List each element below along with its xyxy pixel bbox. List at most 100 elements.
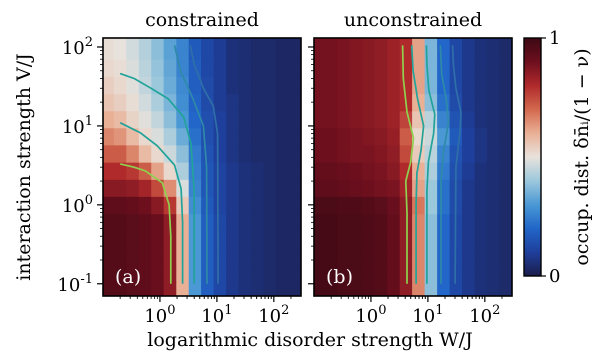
heatmap-cell (324, 265, 338, 283)
heatmap-cell (126, 38, 140, 60)
heatmap-cell (176, 179, 190, 197)
heatmap-cell (288, 179, 301, 197)
heatmap-cell (188, 76, 202, 95)
heatmap-cell (374, 38, 388, 60)
heatmap-cells-constrained (103, 38, 301, 296)
heatmap-cell (288, 93, 301, 112)
heatmap-cell (437, 93, 451, 112)
heatmap-cell (263, 38, 277, 60)
heatmap-cell (462, 38, 476, 60)
heatmap-cell (238, 59, 252, 77)
heatmap-cell (251, 162, 265, 180)
contour-line-3 (119, 72, 196, 284)
panel-label-b: (b) (326, 266, 353, 288)
x-tick-label: 102 (469, 303, 500, 327)
heatmap-cell (126, 282, 140, 296)
heatmap-cell (362, 144, 376, 163)
contour-line-1 (401, 45, 415, 284)
heatmap-cell (324, 196, 338, 215)
heatmap-cell (362, 247, 376, 266)
heatmap-cell (374, 196, 388, 215)
heatmap-cell (412, 213, 426, 232)
heatmap-cell (349, 196, 363, 215)
heatmap-cell (251, 127, 265, 146)
heatmap-cell (251, 110, 265, 129)
x-tick-label: 101 (412, 303, 443, 327)
heatmap-cell (374, 213, 388, 232)
heatmap-cell (314, 59, 326, 77)
heatmap-cell (412, 282, 426, 296)
heatmap-cell (362, 265, 376, 283)
heatmap-cell (374, 247, 388, 266)
heatmap-cell (486, 144, 500, 163)
contour-line-1 (119, 163, 172, 284)
heatmap-cell (226, 59, 240, 77)
heatmap-cell (324, 162, 338, 180)
heatmap-cell (113, 162, 127, 180)
heatmap-cell (337, 282, 351, 296)
heatmap-cell (138, 38, 152, 60)
heatmap-cell (288, 265, 301, 283)
heatmap-cell (474, 247, 488, 266)
heatmap-cell (314, 265, 326, 283)
heatmap-cell (486, 282, 500, 296)
heatmap-cell (126, 196, 140, 215)
heatmap-cell (486, 247, 500, 266)
heatmap-cell (251, 265, 265, 283)
heatmap-cell (238, 93, 252, 112)
heatmap-cell (275, 110, 289, 129)
heatmap-cell (263, 196, 277, 215)
heatmap-cell (412, 247, 426, 266)
heatmap-cell (151, 265, 165, 283)
heatmap-cell (251, 93, 265, 112)
heatmap-cell (238, 265, 252, 283)
heatmap-cell (462, 179, 476, 197)
heatmap-cell (213, 213, 227, 232)
heatmap-cell (349, 59, 363, 77)
heatmap-cell (314, 127, 326, 146)
heatmap-cell (437, 38, 451, 60)
x-axis-label: logarithmic disorder strength W/J (147, 329, 472, 351)
heatmap-cell (486, 213, 500, 232)
heatmap-cell (499, 144, 512, 163)
heatmap-cell (213, 144, 227, 163)
heatmap-cell (499, 265, 512, 283)
heatmap-cell (349, 93, 363, 112)
heatmap-cell (213, 127, 227, 146)
heatmap-cell (226, 282, 240, 296)
heatmap-cell (374, 110, 388, 129)
heatmap-cell (201, 93, 215, 112)
heatmap-cell (288, 127, 301, 146)
heatmap-cell (462, 213, 476, 232)
heatmap-cell (176, 144, 190, 163)
heatmap-cell (462, 196, 476, 215)
y-tick-label: 100 (62, 193, 93, 217)
heatmap-cell (163, 282, 177, 296)
heatmap-cell (151, 179, 165, 197)
heatmap-cell (126, 93, 140, 112)
heatmap-cell (387, 110, 401, 129)
heatmap-cell (424, 162, 438, 180)
heatmap-cell (288, 38, 301, 60)
heatmap-cell (201, 144, 215, 163)
heatmap-cell (462, 93, 476, 112)
heatmap-cell (163, 110, 177, 129)
heatmap-cell (424, 265, 438, 283)
heatmap-cell (437, 59, 451, 77)
heatmap-cell (176, 110, 190, 129)
heatmap-cell (362, 110, 376, 129)
heatmap-cell (151, 162, 165, 180)
colorbar-gradient (523, 37, 542, 277)
heatmap-cell (486, 127, 500, 146)
heatmap-cell (163, 38, 177, 60)
heatmap-cell (275, 59, 289, 77)
heatmap-cell (213, 76, 227, 95)
heatmap-cell (449, 38, 463, 60)
heatmap-cell (437, 213, 451, 232)
heatmap-cell (424, 196, 438, 215)
heatmap-cell (263, 76, 277, 95)
heatmap-cell (103, 282, 115, 296)
heatmap-cell (349, 247, 363, 266)
heatmap-cell (138, 196, 152, 215)
heatmap-cell (126, 76, 140, 95)
